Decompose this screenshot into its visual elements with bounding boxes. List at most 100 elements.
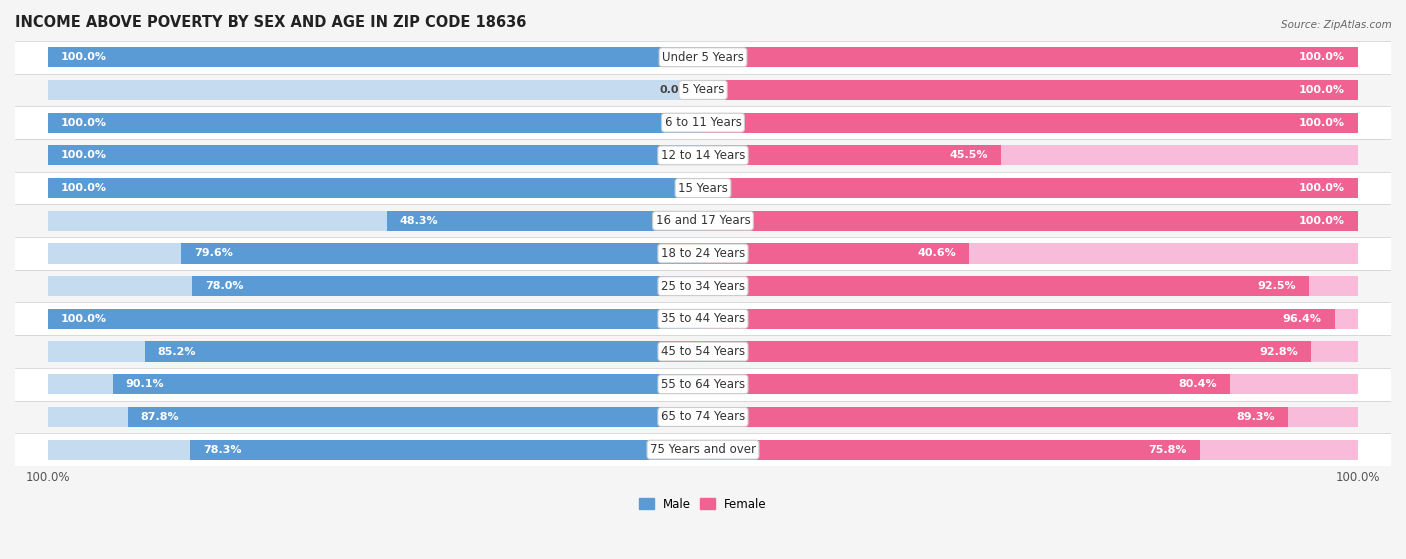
- Text: 100.0%: 100.0%: [1299, 52, 1346, 62]
- Text: 92.5%: 92.5%: [1257, 281, 1296, 291]
- Bar: [15, 302, 1391, 335]
- Bar: [48, 47, 703, 68]
- Text: 0.0%: 0.0%: [659, 85, 690, 95]
- Bar: [15, 335, 1391, 368]
- Bar: [703, 342, 1358, 362]
- Bar: [15, 172, 1391, 205]
- Text: 75 Years and over: 75 Years and over: [650, 443, 756, 456]
- Bar: [15, 41, 1391, 74]
- Text: 35 to 44 Years: 35 to 44 Years: [661, 312, 745, 325]
- Text: 100.0%: 100.0%: [60, 52, 107, 62]
- Bar: [703, 342, 1310, 362]
- Bar: [15, 74, 1391, 106]
- Bar: [112, 374, 703, 395]
- Bar: [15, 205, 1391, 237]
- Bar: [190, 439, 703, 460]
- Bar: [15, 433, 1391, 466]
- Bar: [703, 47, 1358, 68]
- Text: 45 to 54 Years: 45 to 54 Years: [661, 345, 745, 358]
- Bar: [703, 80, 1358, 100]
- Bar: [15, 401, 1391, 433]
- Text: 89.3%: 89.3%: [1236, 412, 1275, 422]
- Text: 18 to 24 Years: 18 to 24 Years: [661, 247, 745, 260]
- Bar: [48, 80, 703, 100]
- Bar: [703, 112, 1358, 133]
- Bar: [48, 439, 703, 460]
- Text: 100.0%: 100.0%: [1299, 117, 1346, 127]
- Bar: [703, 211, 1358, 231]
- Bar: [48, 342, 703, 362]
- Bar: [48, 309, 703, 329]
- Text: 100.0%: 100.0%: [1299, 183, 1346, 193]
- Bar: [15, 270, 1391, 302]
- Bar: [703, 47, 1358, 68]
- Bar: [48, 178, 703, 198]
- Text: 78.0%: 78.0%: [205, 281, 243, 291]
- Text: 79.6%: 79.6%: [194, 248, 233, 258]
- Text: 15 Years: 15 Years: [678, 182, 728, 195]
- Legend: Male, Female: Male, Female: [634, 493, 772, 515]
- Bar: [15, 139, 1391, 172]
- Bar: [48, 407, 703, 427]
- Text: 100.0%: 100.0%: [1299, 216, 1346, 226]
- Bar: [703, 374, 1358, 395]
- Text: 80.4%: 80.4%: [1178, 379, 1216, 389]
- Text: 55 to 64 Years: 55 to 64 Years: [661, 378, 745, 391]
- Text: 90.1%: 90.1%: [125, 379, 165, 389]
- Bar: [703, 178, 1358, 198]
- Bar: [703, 243, 969, 264]
- Bar: [48, 211, 703, 231]
- Bar: [48, 243, 703, 264]
- Bar: [703, 276, 1358, 296]
- Text: 100.0%: 100.0%: [60, 150, 107, 160]
- Bar: [703, 145, 1001, 165]
- Bar: [15, 237, 1391, 270]
- Text: 85.2%: 85.2%: [157, 347, 197, 357]
- Text: 5 Years: 5 Years: [682, 83, 724, 97]
- Bar: [181, 243, 703, 264]
- Text: 92.8%: 92.8%: [1260, 347, 1298, 357]
- Text: 40.6%: 40.6%: [917, 248, 956, 258]
- Text: 25 to 34 Years: 25 to 34 Years: [661, 280, 745, 293]
- Bar: [703, 309, 1334, 329]
- Bar: [15, 368, 1391, 401]
- Bar: [48, 145, 703, 165]
- Text: Under 5 Years: Under 5 Years: [662, 51, 744, 64]
- Bar: [703, 243, 1358, 264]
- Text: INCOME ABOVE POVERTY BY SEX AND AGE IN ZIP CODE 18636: INCOME ABOVE POVERTY BY SEX AND AGE IN Z…: [15, 15, 526, 30]
- Text: 78.3%: 78.3%: [202, 444, 242, 454]
- Bar: [703, 178, 1358, 198]
- Text: 96.4%: 96.4%: [1282, 314, 1322, 324]
- Bar: [703, 374, 1230, 395]
- Bar: [48, 112, 703, 133]
- Bar: [703, 407, 1358, 427]
- Bar: [48, 178, 703, 198]
- Text: 6 to 11 Years: 6 to 11 Years: [665, 116, 741, 129]
- Bar: [703, 309, 1358, 329]
- Text: 100.0%: 100.0%: [60, 314, 107, 324]
- Bar: [48, 276, 703, 296]
- Text: 87.8%: 87.8%: [141, 412, 180, 422]
- Bar: [191, 276, 703, 296]
- Bar: [703, 276, 1309, 296]
- Text: 65 to 74 Years: 65 to 74 Years: [661, 410, 745, 424]
- Bar: [48, 112, 703, 133]
- Text: 12 to 14 Years: 12 to 14 Years: [661, 149, 745, 162]
- Text: 48.3%: 48.3%: [399, 216, 439, 226]
- Bar: [128, 407, 703, 427]
- Text: 100.0%: 100.0%: [1299, 85, 1346, 95]
- Bar: [703, 145, 1358, 165]
- Bar: [703, 211, 1358, 231]
- Bar: [703, 439, 1199, 460]
- Text: 100.0%: 100.0%: [60, 183, 107, 193]
- Text: 45.5%: 45.5%: [949, 150, 988, 160]
- Bar: [15, 106, 1391, 139]
- Bar: [703, 407, 1288, 427]
- Text: 16 and 17 Years: 16 and 17 Years: [655, 214, 751, 228]
- Bar: [703, 80, 1358, 100]
- Bar: [703, 112, 1358, 133]
- Bar: [48, 374, 703, 395]
- Text: 75.8%: 75.8%: [1149, 444, 1187, 454]
- Bar: [387, 211, 703, 231]
- Bar: [48, 145, 703, 165]
